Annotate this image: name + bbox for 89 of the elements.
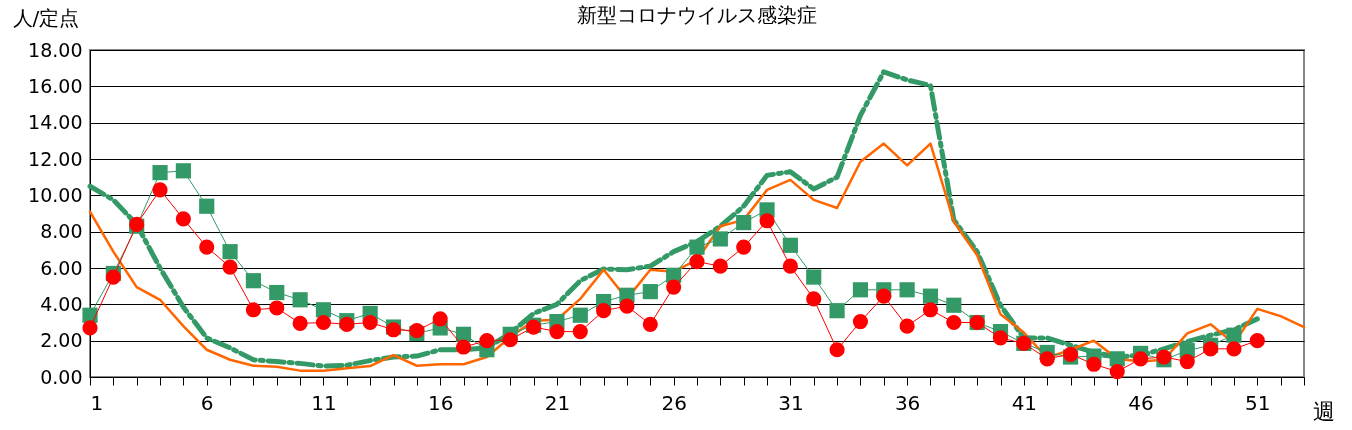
point [222, 244, 238, 260]
point [922, 288, 939, 304]
point [946, 297, 962, 313]
point [829, 342, 845, 358]
point [1203, 341, 1219, 357]
x-tick-label: 51 [1245, 390, 1271, 415]
point [82, 320, 98, 336]
point [1249, 333, 1265, 349]
point [712, 258, 728, 274]
y-tick-label: 2.00 [40, 329, 83, 352]
point [105, 269, 121, 285]
x-tick-label: 26 [661, 390, 687, 415]
point [455, 339, 472, 355]
y-axis-title: 人/定点 [12, 5, 80, 30]
point [876, 288, 892, 304]
point [502, 332, 518, 348]
point [1109, 351, 1125, 367]
x-tick-label: 46 [1128, 390, 1154, 415]
point [736, 239, 752, 255]
point [922, 302, 939, 318]
point [245, 273, 262, 289]
point [572, 324, 588, 340]
point [292, 315, 308, 331]
point [222, 259, 238, 275]
point [549, 324, 565, 340]
point [199, 239, 215, 255]
point [806, 269, 822, 285]
y-tick-label: 18.00 [28, 38, 83, 61]
x-tick-label: 31 [778, 390, 804, 415]
point [992, 330, 1009, 346]
point [642, 284, 658, 300]
point [782, 237, 798, 253]
point [642, 316, 658, 332]
point [152, 182, 168, 198]
point [806, 291, 822, 307]
point [619, 298, 635, 314]
point [736, 215, 752, 231]
point [689, 254, 705, 270]
point [1179, 353, 1195, 370]
x-tick-label: 21 [544, 390, 571, 415]
point [689, 239, 705, 255]
point [572, 307, 588, 323]
point [175, 163, 191, 179]
y-tick-label: 10.00 [28, 183, 83, 206]
y-tick-label: 14.00 [28, 111, 83, 134]
point [362, 314, 378, 331]
x-tick-label: 6 [200, 390, 214, 415]
point [1109, 363, 1125, 380]
point [1226, 327, 1242, 343]
point [1132, 351, 1149, 367]
x-tick-label: 1 [90, 390, 104, 415]
point [152, 165, 168, 181]
point [712, 231, 728, 247]
point [245, 302, 262, 318]
y-tick-label: 6.00 [40, 256, 83, 279]
y-tick-label: 4.00 [40, 292, 83, 315]
point [199, 198, 215, 214]
y-tick-label: 16.00 [28, 74, 83, 97]
point [946, 314, 962, 331]
point [596, 303, 612, 319]
point [852, 314, 869, 330]
x-tick-label: 16 [427, 390, 454, 415]
point [899, 318, 915, 334]
y-tick-label: 8.00 [40, 220, 83, 243]
point [666, 279, 682, 295]
point [269, 284, 285, 301]
point [175, 211, 191, 227]
x-axis-title: 週 [1312, 398, 1335, 424]
point [829, 303, 845, 319]
chart-title: 新型コロナウイルス感染症 [577, 3, 817, 27]
point [1086, 356, 1102, 372]
x-tick-label: 41 [1011, 390, 1038, 415]
point [899, 282, 915, 298]
point [759, 213, 775, 229]
point [1039, 351, 1055, 367]
point [782, 258, 798, 274]
x-tick-label: 11 [311, 390, 337, 415]
point [1226, 341, 1242, 357]
line-series [88, 142, 1306, 372]
point [315, 314, 332, 331]
y-tick-label: 0.00 [40, 365, 83, 388]
point [315, 302, 332, 318]
point [432, 311, 448, 327]
x-tick-label: 36 [894, 390, 921, 415]
point [269, 300, 285, 316]
point [292, 292, 308, 308]
y-tick-label: 12.00 [28, 147, 83, 170]
point [479, 333, 495, 349]
point [852, 282, 869, 298]
